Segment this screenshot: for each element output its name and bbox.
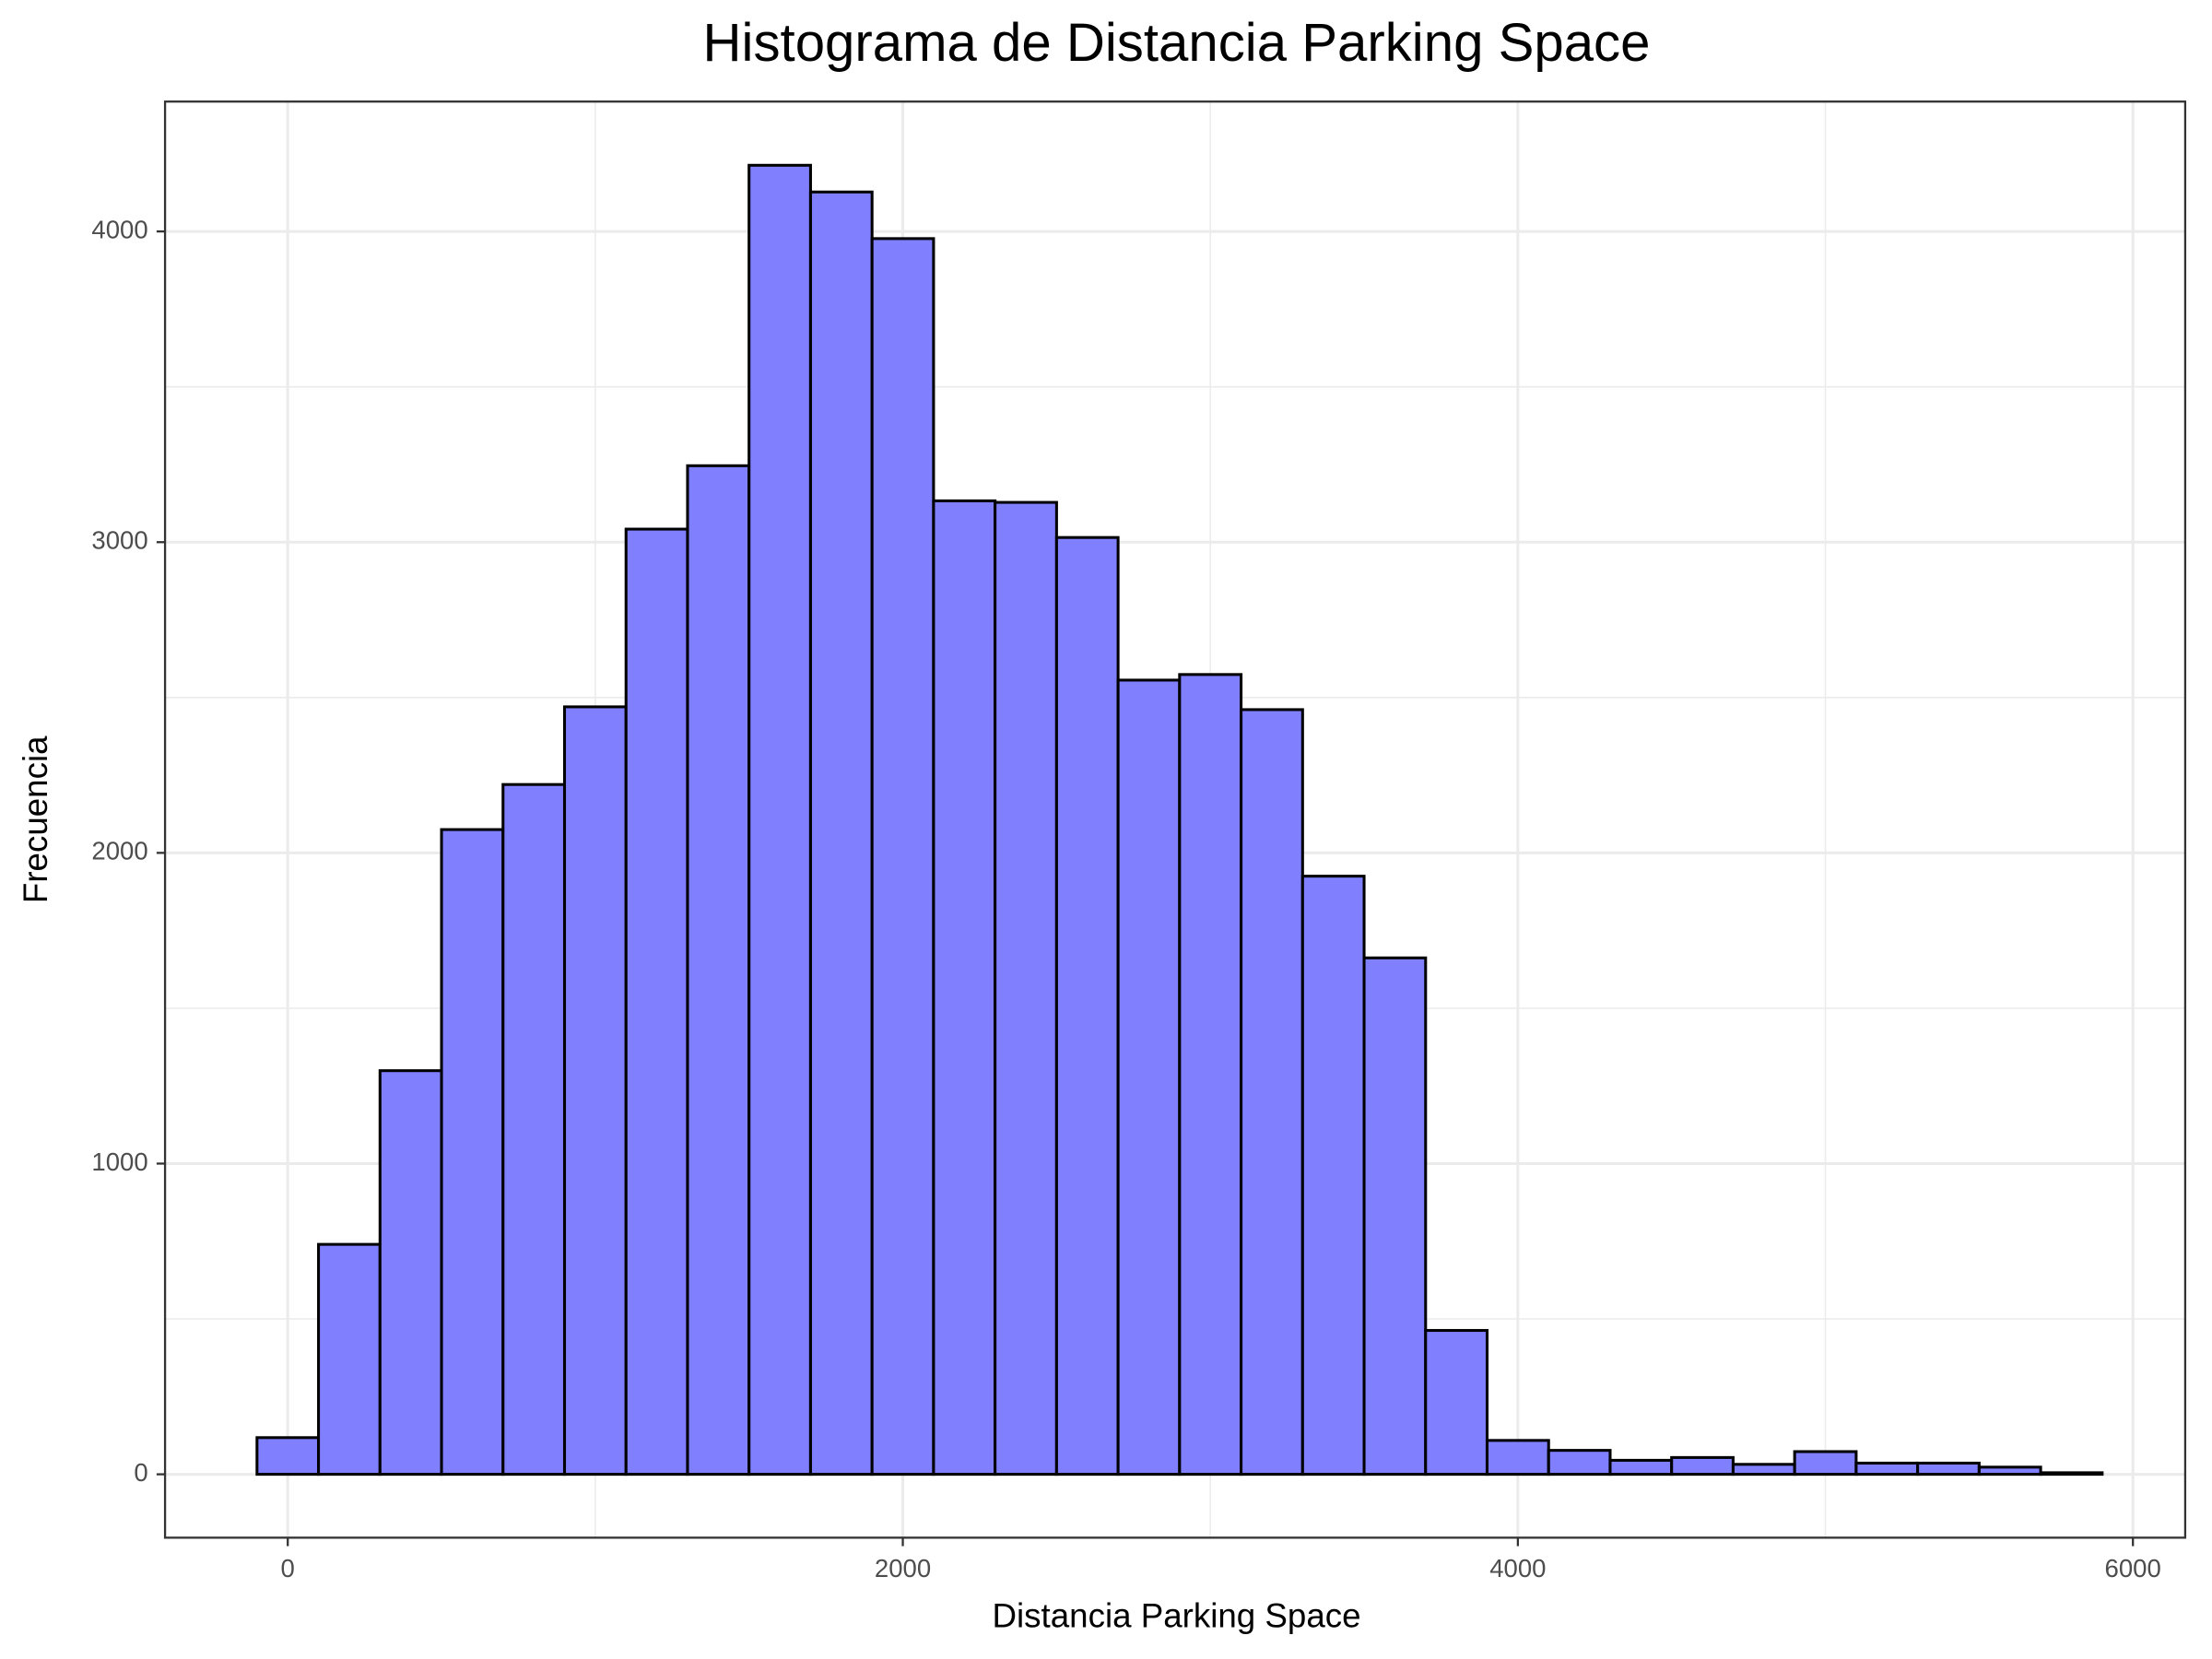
bar [1424, 1328, 1489, 1477]
chart-title: Histograma de Distancia Parking Space [703, 13, 1651, 73]
x-tick-label: 6000 [2105, 1554, 2161, 1583]
x-tick-label: 2000 [875, 1554, 931, 1583]
x-axis-label: Distancia Parking Space [993, 1596, 1361, 1634]
bar [1731, 1463, 1796, 1477]
bar [994, 500, 1058, 1477]
y-tick-label: 1000 [91, 1147, 147, 1176]
bar [686, 464, 751, 1477]
bar [1608, 1458, 1674, 1477]
bar [1116, 678, 1182, 1477]
bar [501, 782, 567, 1477]
bar [378, 1069, 443, 1477]
x-tick-label: 4000 [1489, 1554, 1546, 1583]
bar [624, 527, 689, 1477]
bar [317, 1242, 382, 1477]
bar [2039, 1471, 2104, 1477]
bar [870, 237, 935, 1477]
bar [1300, 875, 1366, 1477]
bar [1977, 1465, 2042, 1477]
bar [1793, 1450, 1858, 1477]
y-axis-label: Frecuencia [17, 735, 54, 903]
y-tick-label: 4000 [91, 215, 147, 243]
bars [255, 163, 2104, 1477]
bar [1854, 1461, 1920, 1477]
plot-border [163, 100, 2187, 1539]
y-tick-label: 2000 [91, 837, 147, 865]
bar [808, 190, 874, 1477]
bar [1178, 673, 1243, 1477]
y-tick-label: 3000 [91, 526, 147, 555]
bar [747, 163, 812, 1477]
bar [1485, 1439, 1550, 1477]
bar [255, 1436, 321, 1477]
bar [440, 828, 505, 1477]
x-tick-label: 0 [281, 1554, 295, 1583]
bar [1240, 708, 1304, 1477]
bar [1054, 535, 1120, 1477]
bar [1547, 1449, 1612, 1477]
bar [1362, 956, 1428, 1477]
bar [1670, 1455, 1735, 1477]
y-tick-label: 0 [134, 1458, 147, 1487]
axes: 0 2000 4000 6000 0 1000 2000 3000 4000 [91, 100, 2187, 1583]
bar [562, 705, 628, 1477]
bar [1916, 1461, 1981, 1477]
bar [932, 499, 997, 1477]
